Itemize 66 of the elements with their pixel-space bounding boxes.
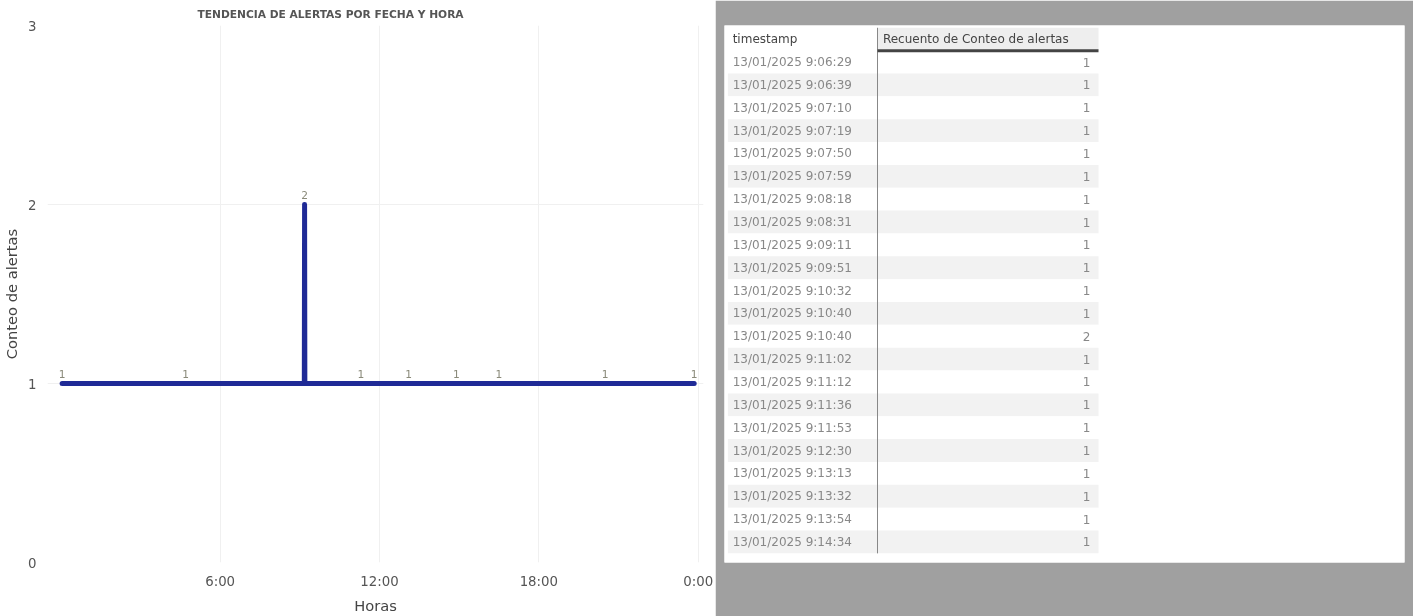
data-label: 1 [1082, 466, 1091, 481]
x-tick-label: 0:00 [683, 573, 714, 589]
y-axis-title: Conteo de alertas [3, 228, 21, 360]
text: timestamp [732, 32, 798, 47]
data-label: 2 [1082, 329, 1091, 344]
category-label: 13/01/2025 9:11:02 [732, 352, 852, 367]
data-label: 1 [405, 367, 413, 381]
data-label: 1 [58, 367, 66, 381]
data-label: 1 [1082, 352, 1091, 367]
category-label: 13/01/2025 9:13:54 [732, 512, 852, 527]
data-label: 1 [1082, 146, 1091, 161]
data-label: 1 [1082, 421, 1091, 436]
category-label: 13/01/2025 9:08:31 [732, 215, 852, 230]
data-label: 1 [1082, 78, 1091, 93]
category-label: 13/01/2025 9:13:13 [732, 466, 852, 481]
category-label: 13/01/2025 9:07:50 [732, 146, 852, 161]
category-label: 13/01/2025 9:07:10 [732, 100, 852, 115]
data-label: 1 [1082, 192, 1091, 207]
data-label: 1 [1082, 124, 1091, 139]
data-label: 1 [1082, 535, 1091, 550]
category-label: 13/01/2025 9:09:11 [732, 237, 852, 252]
category-label: 13/01/2025 9:12:30 [732, 443, 852, 458]
category-label: 13/01/2025 9:07:59 [732, 169, 852, 184]
data-label: 1 [1082, 444, 1091, 459]
data-label: 1 [1082, 261, 1091, 276]
data-label: 1 [1082, 238, 1091, 253]
category-label: 13/01/2025 9:11:12 [732, 374, 852, 389]
category-label: 13/01/2025 9:13:32 [732, 489, 852, 504]
data-label: 1 [1082, 101, 1091, 116]
data-label: 1 [1082, 375, 1091, 390]
x-tick-label: 18:00 [519, 573, 559, 589]
data-label: 1 [1082, 169, 1091, 184]
category-label: 13/01/2025 9:06:39 [732, 77, 852, 92]
data-label: 1 [453, 367, 460, 381]
category-label: 13/01/2025 9:10:40 [732, 306, 852, 321]
x-axis-title: Horas [354, 596, 397, 614]
category-label: 13/01/2025 9:08:18 [732, 192, 852, 207]
y-tick-label: 1 [28, 376, 37, 392]
y-tick-label: 3 [28, 18, 37, 34]
data-label: 1 [1082, 398, 1091, 413]
text: Recuento de Conteo de alertas [882, 32, 1069, 47]
data-label: 1 [690, 367, 698, 381]
x-tick-label: 12:00 [360, 573, 399, 589]
category-label: 13/01/2025 9:10:40 [732, 329, 852, 344]
data-label: 1 [1082, 215, 1091, 230]
category-label: 13/01/2025 9:06:29 [732, 55, 852, 70]
data-label: 1 [1082, 55, 1091, 70]
category-label: 13/01/2025 9:11:53 [732, 420, 852, 435]
y-tick-label: 2 [28, 197, 37, 213]
chart-title: TENDENCIA DE ALERTAS POR FECHA Y HORA [197, 7, 465, 21]
category-label: 13/01/2025 9:10:32 [732, 283, 852, 298]
x-tick-label: 6:00 [205, 573, 236, 589]
data-label: 1 [601, 367, 609, 381]
category-label: 13/01/2025 9:09:51 [732, 260, 852, 275]
data-label: 1 [357, 367, 365, 381]
category-label: 13/01/2025 9:14:34 [732, 534, 852, 549]
category-label: 13/01/2025 9:07:19 [732, 123, 852, 138]
category-label: 13/01/2025 9:11:36 [732, 397, 852, 412]
data-label: 1 [1082, 489, 1091, 504]
data-label: 1 [1082, 306, 1091, 321]
data-label: 2 [301, 188, 308, 202]
data-label: 1 [495, 367, 503, 381]
data-label: 1 [1082, 284, 1091, 299]
data-label: 1 [1082, 512, 1091, 527]
y-tick-label: 0 [28, 555, 37, 571]
data-label: 1 [182, 367, 189, 381]
